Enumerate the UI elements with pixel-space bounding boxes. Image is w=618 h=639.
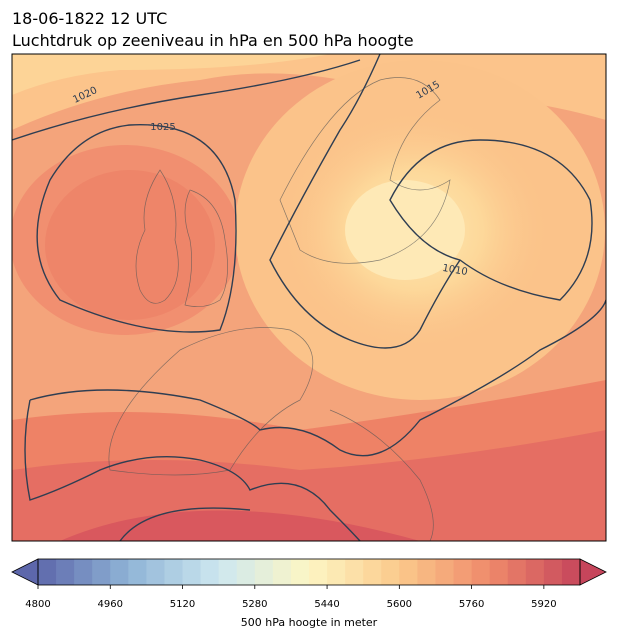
map-area [12,54,606,541]
colorbar-segment [417,559,436,585]
colorbar-tick-label: 4800 [25,599,50,610]
colorbar-segment [543,559,563,585]
colorbar-segment [561,559,581,585]
colorbar-segment [182,559,202,585]
colorbar-extend-low [11,558,39,586]
colorbar-tick-label: 5920 [531,599,556,610]
colorbar-segment [327,559,346,585]
colorbar-segment [128,559,147,585]
colorbar-segment [92,559,111,585]
colorbar-tick-label: 4960 [98,599,123,610]
colorbar-segment [272,559,292,585]
map-title: 18-06-1822 12 UTC [12,9,167,28]
colorbar-frame [37,558,581,586]
colorbar-segment [489,559,509,585]
colorbar-segment [164,559,184,585]
colorbar-tick-label: 5120 [170,599,195,610]
contour-label: 1025 [150,122,175,133]
map-frame [11,53,607,542]
map-subtitle: Luchtdruk op zeeniveau in hPa en 500 hPa… [12,31,414,50]
colorbar-segment [236,559,256,585]
colorbar-tick-label: 5600 [387,599,412,610]
colorbar-segment [218,559,238,585]
colorbar-segment [38,559,57,585]
colorbar-segment [363,559,382,585]
colorbar-segment [74,559,93,585]
colorbar-segment [146,559,165,585]
colorbar-extend-high [579,558,607,586]
colorbar-tick-label: 5440 [314,599,339,610]
colorbar-tick-label: 5280 [242,599,267,610]
colorbar-segment [435,559,455,585]
colorbar-segment [453,559,473,585]
colorbar-segment [381,559,400,585]
colorbar-segment [507,559,527,585]
colorbar-segment [345,559,364,585]
colorbar-segment [200,559,220,585]
colorbar-segment [309,559,328,585]
colorbar-segment [399,559,418,585]
colorbar-segment [254,559,274,585]
colorbar-segment [525,559,545,585]
colorbar-segment [56,559,75,585]
colorbar-tick-label: 5760 [459,599,484,610]
colorbar-segment [110,559,129,585]
contour-label: 1010 [441,263,468,278]
colorbar-segment [290,559,310,585]
colorbar-label: 500 hPa hoogte in meter [241,616,378,629]
colorbar-segment [471,559,491,585]
